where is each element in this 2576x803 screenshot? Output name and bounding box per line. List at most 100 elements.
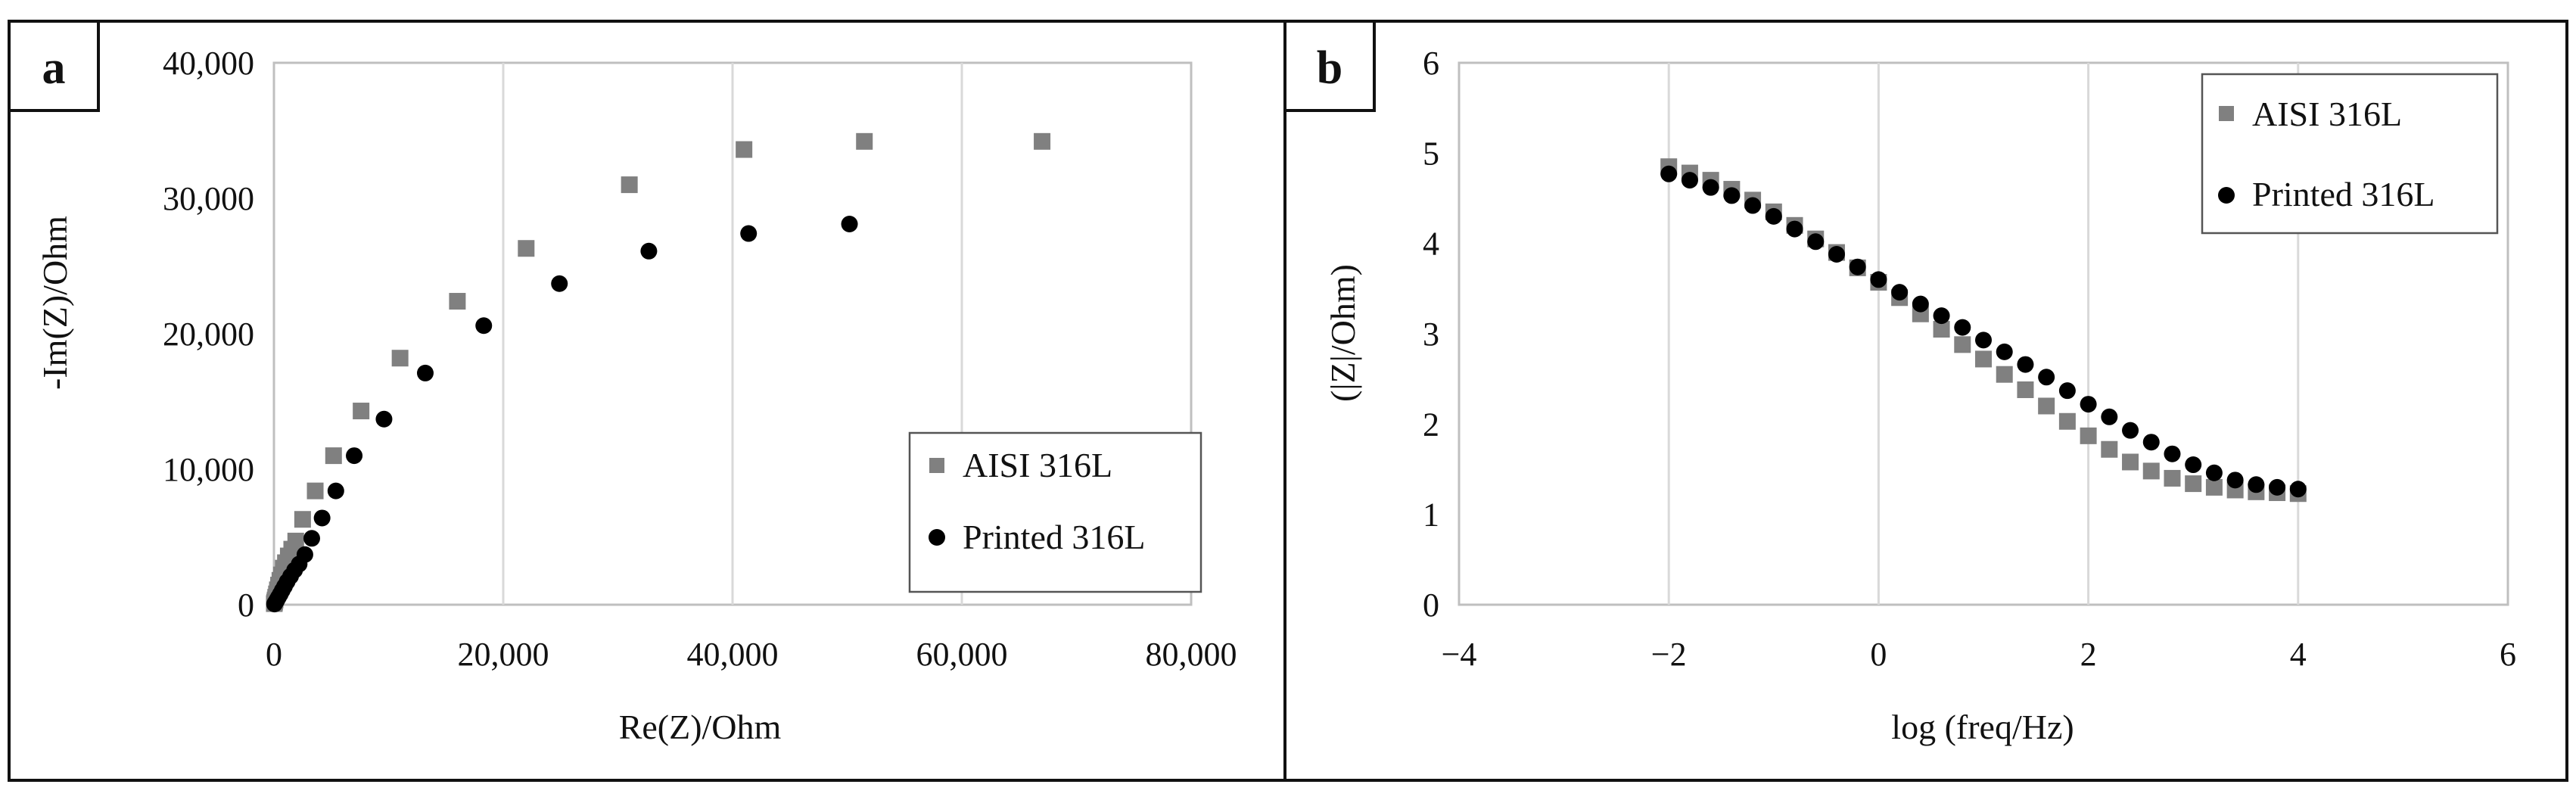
- panel-a-y-tick-label: 10,000: [163, 451, 254, 488]
- panel-b-point-printed: [1786, 220, 1803, 238]
- panel-a-x-tick-label: 0: [266, 636, 282, 673]
- panel-a-point-printed: [296, 546, 313, 563]
- panel-a-y-tick-label: 40,000: [163, 45, 254, 82]
- panel-b-point-printed: [1765, 207, 1782, 225]
- panel-a-point-printed: [551, 275, 568, 292]
- panel-b-point-printed: [2164, 445, 2181, 462]
- panel-a-series-printed: [266, 216, 858, 613]
- panel-b-point-printed: [2038, 369, 2055, 386]
- panel-a-y-tick-label: 0: [238, 587, 254, 624]
- panel-a-y-tick-label: 30,000: [163, 180, 254, 217]
- panel-b-point-printed: [1723, 187, 1741, 204]
- panel-b-plot-area: [1458, 61, 2509, 606]
- panel-b-legend-marker-aisi: [2219, 106, 2234, 121]
- panel-a-point-printed: [375, 410, 393, 428]
- panel-b-legend-marker-printed: [2218, 187, 2235, 204]
- panel-b-point-aisi: [2164, 469, 2181, 487]
- panel-b-point-printed: [1912, 295, 1929, 313]
- panel-a-grid: [502, 63, 963, 605]
- panel-a-x-tick-label: 20,000: [458, 636, 549, 673]
- panel-b-point-printed: [2185, 456, 2202, 474]
- panel-b-point-printed: [1954, 319, 1971, 336]
- panel-b-label: b: [1317, 42, 1342, 94]
- panel-a-point-aisi: [306, 482, 324, 500]
- panel-b-point-aisi: [2205, 478, 2223, 496]
- panel-b-point-aisi: [2185, 475, 2202, 493]
- panel-a-label: a: [42, 42, 66, 94]
- panel-b-y-tick-label: 4: [1423, 226, 1439, 263]
- panel-b-point-printed: [2122, 422, 2139, 439]
- panel-b-point-printed: [1996, 343, 2013, 360]
- panel-b-point-aisi: [1996, 366, 2013, 383]
- panel-a-point-printed: [327, 482, 344, 500]
- panel-b-y-tick-label: 6: [1423, 45, 1439, 82]
- panel-b-y-tick-label: 0: [1423, 587, 1439, 624]
- panel-a-x-tick-label: 80,000: [1146, 636, 1237, 673]
- panel-b-point-printed: [1681, 172, 1698, 189]
- panel-a-point-aisi: [391, 350, 409, 367]
- panel-b-point-printed: [2269, 478, 2286, 496]
- panel-a-point-printed: [303, 530, 320, 547]
- panel-b-point-printed: [2101, 408, 2118, 425]
- panel-a-legend: AISI 316L Printed 316L: [908, 431, 1202, 593]
- panel-b-point-aisi: [1954, 336, 1971, 353]
- panel-b-point-printed: [2080, 396, 2097, 413]
- panel-b-y-tick-label: 1: [1423, 496, 1439, 534]
- panel-b-border: [1283, 20, 2568, 782]
- panel-b-point-printed: [2058, 382, 2076, 400]
- panel-b-y-axis-title: (|Z|/Ohm): [1324, 264, 1362, 402]
- panel-a-y-tick-label: 20,000: [163, 316, 254, 353]
- panel-b-point-aisi: [2038, 397, 2055, 415]
- panel-b-point-printed: [2205, 464, 2223, 481]
- panel-a-point-printed: [313, 509, 331, 527]
- panel-a-legend-marker-aisi: [929, 458, 944, 473]
- panel-b: b −4 −2 0 2 4 6 0 1 2 3 4 5 6 log (freq/Hz) (|Z|/Oh…: [1283, 20, 2568, 782]
- panel-b-y-ticks: 0 1 2 3 4 5 6: [1423, 45, 1439, 624]
- panel-a-x-ticks: 0 20,000 40,000 60,000 80,000: [266, 636, 1237, 673]
- panel-a-point-printed: [346, 447, 363, 465]
- panel-a-legend-box: [908, 431, 1202, 593]
- panel-b-point-printed: [1891, 284, 1909, 301]
- panel-a-point-printed: [475, 317, 493, 335]
- panel-b-point-printed: [2017, 356, 2034, 373]
- panel-b-point-printed: [2226, 472, 2244, 489]
- panel-b-legend-label-aisi: AISI 316L: [2252, 95, 2402, 133]
- panel-a-point-printed: [740, 225, 758, 242]
- panel-a-point-printed: [841, 216, 858, 233]
- panel-b-point-printed: [1807, 233, 1825, 251]
- panel-a-point-aisi: [294, 511, 311, 528]
- panel-b-y-tick-label: 2: [1423, 406, 1439, 443]
- panel-b-grid: [1667, 63, 2300, 605]
- panel-b-series-printed: [1660, 165, 2307, 498]
- panel-b-point-printed: [1933, 307, 1950, 325]
- panel-b-label-box: [1283, 20, 1376, 112]
- panel-b-y-tick-label: 3: [1423, 316, 1439, 353]
- panel-b-y-tick-label: 5: [1423, 135, 1439, 172]
- panel-a-border: [8, 20, 1286, 782]
- panel-a-point-aisi: [325, 447, 342, 465]
- panel-b-point-aisi: [2122, 453, 2139, 471]
- panel-a-y-ticks: 0 10,000 20,000 30,000 40,000: [163, 45, 254, 624]
- panel-b-x-tick-label: −4: [1442, 636, 1477, 673]
- panel-b-point-aisi: [2058, 412, 2076, 430]
- panel-a-point-printed: [640, 242, 658, 260]
- panel-b-point-printed: [1975, 331, 1992, 349]
- panel-b-point-aisi: [2101, 440, 2118, 458]
- panel-b-point-printed: [1870, 271, 1887, 288]
- panel-b-point-printed: [2289, 481, 2307, 498]
- panel-a-legend-marker-printed: [929, 529, 945, 546]
- panel-b-x-tick-label: 0: [1870, 636, 1887, 673]
- panel-a-point-aisi: [353, 403, 370, 420]
- panel-a-legend-label-aisi: AISI 316L: [963, 446, 1112, 484]
- panel-b-point-aisi: [2142, 462, 2160, 480]
- panel-b-point-printed: [1849, 258, 1866, 275]
- panel-b-legend-box: [2201, 73, 2499, 235]
- panel-b-point-printed: [2248, 476, 2265, 493]
- panel-a-x-tick-label: 40,000: [687, 636, 779, 673]
- panel-b-point-aisi: [1975, 350, 1992, 368]
- panel-b-x-tick-label: 4: [2290, 636, 2307, 673]
- panel-a-point-aisi: [736, 141, 753, 158]
- panel-b-point-printed: [1744, 197, 1762, 214]
- panel-b-point-printed: [1828, 245, 1845, 263]
